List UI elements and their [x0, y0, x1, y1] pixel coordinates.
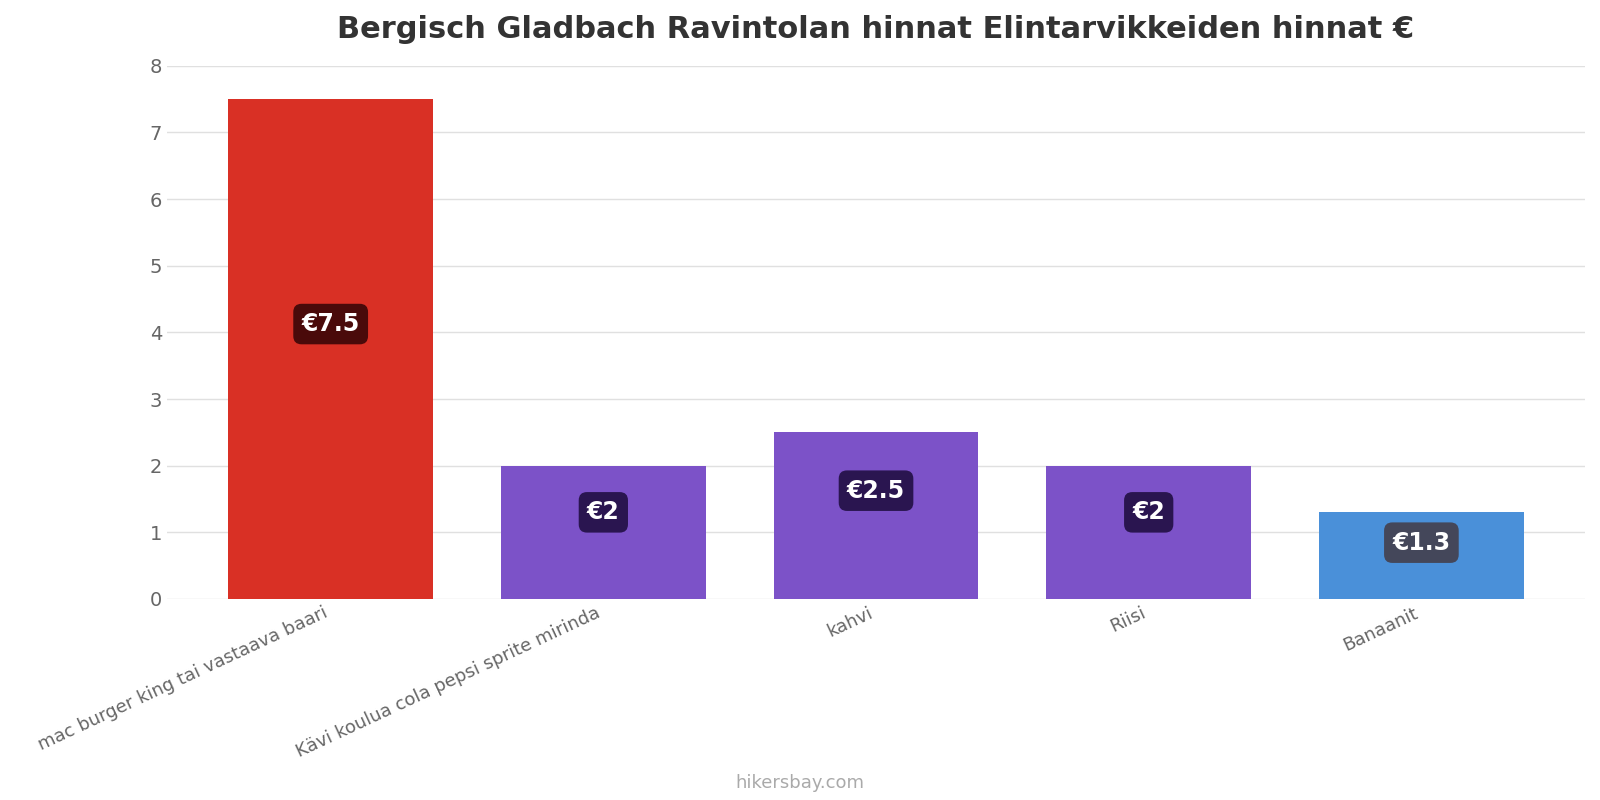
Text: €2: €2 — [1133, 500, 1165, 524]
Text: hikersbay.com: hikersbay.com — [736, 774, 864, 792]
Text: €7.5: €7.5 — [301, 312, 360, 336]
Text: €2.5: €2.5 — [846, 478, 906, 502]
Text: €1.3: €1.3 — [1392, 530, 1451, 554]
Bar — [229, 99, 434, 599]
Title: Bergisch Gladbach Ravintolan hinnat Elintarvikkeiden hinnat €: Bergisch Gladbach Ravintolan hinnat Elin… — [338, 15, 1414, 44]
Bar — [1046, 466, 1251, 599]
Text: €2: €2 — [587, 500, 619, 524]
Bar — [1318, 512, 1523, 599]
Bar — [774, 432, 978, 599]
Bar — [501, 466, 706, 599]
